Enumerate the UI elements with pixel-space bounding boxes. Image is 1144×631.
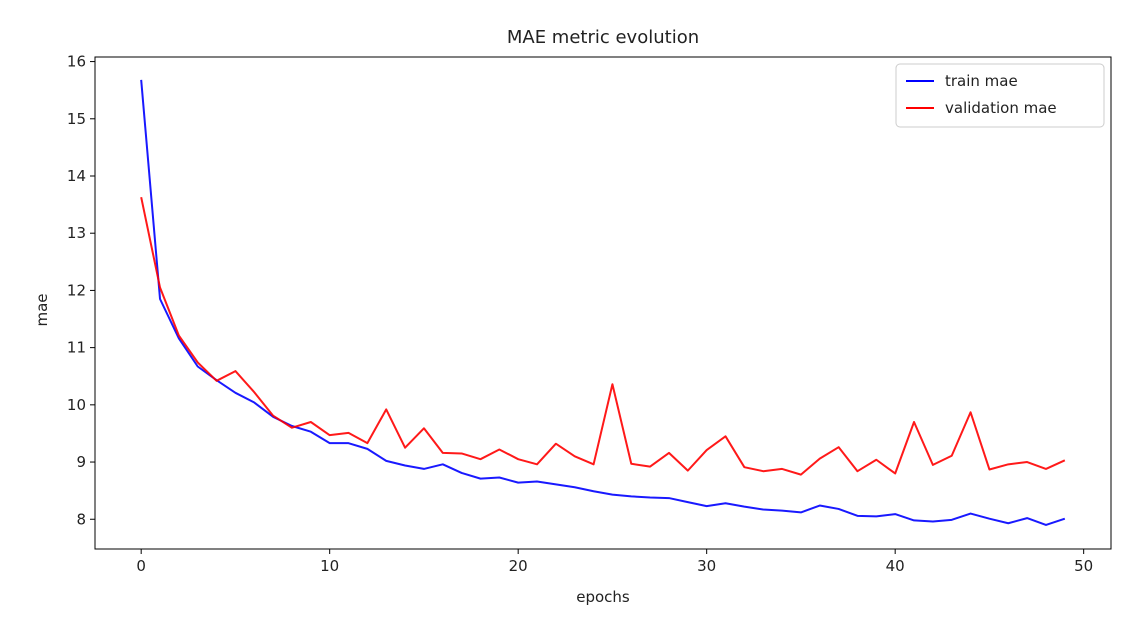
y-tick-label: 15	[67, 110, 86, 128]
x-tick-label: 50	[1074, 557, 1093, 575]
x-axis-label: epochs	[576, 588, 630, 606]
x-tick-label: 40	[886, 557, 905, 575]
x-tick-label: 10	[320, 557, 339, 575]
x-tick-label: 0	[136, 557, 146, 575]
legend-label-train-mae: train mae	[945, 72, 1018, 90]
train-mae-line	[140, 79, 1066, 526]
y-axis-label: mae	[33, 293, 51, 326]
x-tick-label: 20	[509, 557, 528, 575]
plot-frame	[94, 56, 1112, 550]
y-tick-label: 9	[76, 453, 86, 471]
x-tick-label: 30	[697, 557, 716, 575]
chart-title: MAE metric evolution	[507, 27, 699, 48]
legend: train mae validation mae	[895, 63, 1105, 128]
legend-label-validation-mae: validation mae	[945, 99, 1057, 117]
y-tick-label: 8	[76, 510, 86, 528]
y-tick-label: 16	[67, 53, 86, 71]
validation-mae-line	[140, 196, 1066, 476]
y-tick-label: 10	[67, 396, 86, 414]
y-tick-label: 11	[67, 339, 86, 357]
y-tick-label: 14	[67, 167, 86, 185]
y-tick-label: 13	[67, 224, 86, 242]
y-tick-label: 12	[67, 281, 86, 299]
legend-box	[895, 63, 1105, 128]
